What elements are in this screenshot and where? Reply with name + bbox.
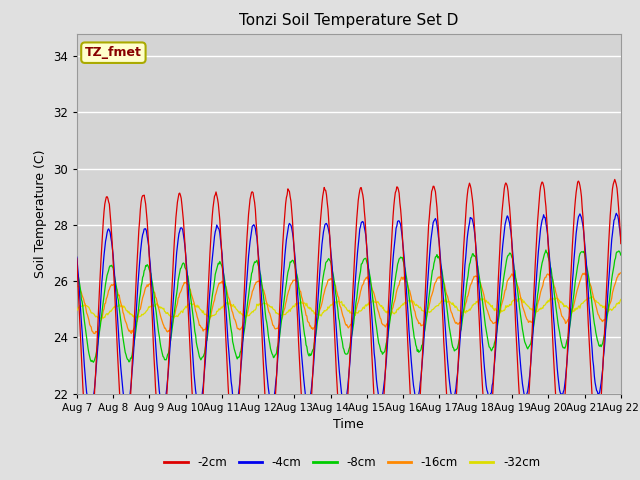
- -4cm: [223, 328, 231, 334]
- -2cm: [611, 177, 619, 182]
- -2cm: [223, 367, 231, 373]
- -32cm: [140, 312, 147, 317]
- -16cm: [223, 290, 231, 296]
- -2cm: [617, 240, 625, 246]
- -8cm: [542, 247, 550, 253]
- -4cm: [612, 210, 620, 216]
- -32cm: [223, 301, 231, 307]
- -8cm: [140, 273, 147, 279]
- -32cm: [83, 303, 90, 309]
- -4cm: [195, 404, 202, 410]
- Title: Tonzi Soil Temperature Set D: Tonzi Soil Temperature Set D: [239, 13, 458, 28]
- -2cm: [120, 446, 128, 452]
- -8cm: [223, 298, 231, 303]
- -32cm: [588, 294, 596, 300]
- Legend: -2cm, -4cm, -8cm, -16cm, -32cm: -2cm, -4cm, -8cm, -16cm, -32cm: [159, 452, 545, 474]
- -8cm: [617, 252, 625, 258]
- -16cm: [91, 331, 99, 336]
- Line: -16cm: -16cm: [77, 273, 621, 334]
- -2cm: [83, 437, 90, 443]
- Text: TZ_fmet: TZ_fmet: [85, 46, 142, 59]
- -32cm: [416, 305, 424, 311]
- Line: -2cm: -2cm: [77, 180, 621, 449]
- -32cm: [97, 316, 105, 322]
- -2cm: [73, 256, 81, 262]
- -16cm: [431, 279, 439, 285]
- -16cm: [83, 310, 90, 316]
- -16cm: [73, 283, 81, 289]
- -2cm: [431, 189, 439, 194]
- -2cm: [195, 440, 202, 446]
- -16cm: [195, 319, 202, 324]
- Line: -8cm: -8cm: [77, 250, 621, 362]
- -8cm: [195, 350, 202, 356]
- X-axis label: Time: Time: [333, 418, 364, 431]
- Line: -32cm: -32cm: [77, 297, 621, 319]
- -4cm: [617, 236, 625, 242]
- -16cm: [140, 293, 147, 299]
- -32cm: [195, 303, 202, 309]
- -2cm: [140, 192, 147, 198]
- -4cm: [431, 216, 439, 221]
- -8cm: [90, 360, 97, 365]
- -8cm: [416, 348, 424, 354]
- -16cm: [416, 320, 424, 326]
- Y-axis label: Soil Temperature (C): Soil Temperature (C): [34, 149, 47, 278]
- -4cm: [73, 254, 81, 260]
- -4cm: [86, 408, 93, 413]
- -32cm: [73, 307, 81, 312]
- -4cm: [83, 390, 90, 396]
- -4cm: [140, 229, 147, 235]
- -2cm: [416, 403, 424, 409]
- -8cm: [73, 268, 81, 274]
- Line: -4cm: -4cm: [77, 213, 621, 410]
- -8cm: [431, 254, 439, 260]
- -32cm: [617, 297, 625, 302]
- -32cm: [431, 304, 439, 310]
- -16cm: [617, 270, 625, 276]
- -8cm: [83, 335, 90, 341]
- -4cm: [416, 387, 424, 393]
